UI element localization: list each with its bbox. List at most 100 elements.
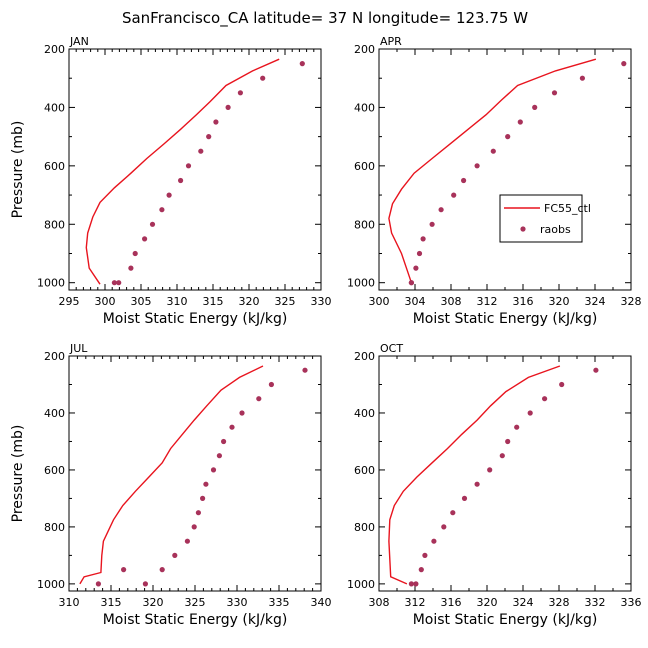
- plot-frame: [378, 48, 632, 291]
- x-tick-label: 335: [269, 596, 290, 609]
- raobs-point: [128, 265, 134, 271]
- y-tick-label: 600: [44, 160, 65, 173]
- x-tick-label: 308: [441, 295, 462, 308]
- x-tick-label: 308: [369, 596, 390, 609]
- raobs-point: [203, 481, 209, 487]
- x-tick-label: 312: [405, 596, 426, 609]
- x-tick-label: 295: [59, 295, 80, 308]
- y-tick-label: 400: [354, 407, 375, 420]
- raobs-point: [418, 567, 424, 573]
- y-tick-label: 200: [44, 350, 65, 363]
- raobs-point: [142, 236, 148, 242]
- raobs-point: [559, 381, 565, 388]
- raobs-point: [200, 495, 206, 501]
- raobs-point: [413, 581, 419, 587]
- x-axis-label: Moist Static Energy (kJ/kg): [103, 311, 288, 327]
- raobs-point: [216, 453, 222, 459]
- x-tick-label: 340: [311, 596, 332, 609]
- raobs-point: [420, 236, 426, 242]
- raobs-point: [185, 163, 192, 169]
- y-tick-label: 1000: [347, 277, 375, 290]
- panel-label: JUL: [69, 342, 88, 355]
- raobs-point: [172, 552, 178, 559]
- panel-apr: 300 304 308 312 316 320 324 328 200 400 600 800 1000…: [347, 35, 642, 327]
- raobs-point: [593, 367, 599, 373]
- model-profile-line: [79, 365, 264, 585]
- legend: FC55_ctl raobs: [499, 194, 591, 243]
- raobs-point: [239, 410, 245, 416]
- x-tick-label: 332: [585, 596, 606, 609]
- raobs-point: [461, 177, 467, 184]
- y-tick-label: 800: [354, 218, 375, 231]
- x-tick-label: 325: [185, 596, 206, 609]
- panels: 295 300 305 310 315 320 325 330 200 400 600 800 1000…: [10, 35, 642, 628]
- raobs-point: [121, 567, 127, 573]
- raobs-point: [416, 250, 423, 257]
- raobs-point: [441, 524, 447, 530]
- y-axis-label: Pressure (mb): [10, 425, 26, 523]
- raobs-point: [111, 280, 117, 286]
- raobs-point: [132, 250, 138, 257]
- x-axis-label: Moist Static Energy (kJ/kg): [413, 612, 598, 628]
- legend-obs-label: raobs: [540, 223, 571, 236]
- raobs-point: [579, 75, 586, 81]
- raobs-point: [198, 148, 204, 154]
- y-tick-label: 400: [44, 101, 65, 114]
- x-tick-label: 328: [549, 596, 570, 609]
- raobs-point: [505, 438, 511, 445]
- raobs-point: [142, 581, 148, 587]
- x-tick-label: 315: [203, 295, 224, 308]
- raobs-point: [451, 192, 457, 198]
- panel-oct: 308 312 316 320 324 328 332 336 200 400 600 800 1000…: [347, 342, 642, 628]
- raobs-point: [505, 134, 511, 140]
- y-tick-label: 600: [44, 464, 65, 477]
- y-tick-label: 1000: [37, 277, 65, 290]
- x-tick-label: 330: [311, 295, 332, 308]
- raobs-point: [302, 367, 308, 373]
- raobs-point: [499, 453, 505, 459]
- x-tick-label: 320: [239, 295, 260, 308]
- raobs-point: [527, 410, 533, 416]
- x-tick-label: 325: [275, 295, 296, 308]
- raobs-point: [517, 119, 523, 125]
- raobs-point: [178, 177, 184, 184]
- legend-model-label: FC55_ctl: [544, 202, 591, 215]
- figure-title: SanFrancisco_CA latitude= 37 N longitude…: [122, 9, 528, 28]
- y-tick-label: 200: [354, 43, 375, 56]
- raobs-point: [551, 90, 558, 96]
- x-axis-label: Moist Static Energy (kJ/kg): [103, 612, 288, 628]
- raobs-point: [221, 438, 227, 445]
- raobs-point: [206, 134, 212, 140]
- panel-label: OCT: [380, 342, 403, 355]
- x-tick-label: 324: [585, 295, 606, 308]
- legend-obs-swatch: [520, 226, 526, 232]
- raobs-point: [159, 567, 165, 573]
- raobs-point: [225, 104, 231, 110]
- x-tick-label: 310: [167, 295, 188, 308]
- raobs-point: [268, 381, 274, 388]
- raobs-point: [413, 265, 419, 271]
- raobs-point: [237, 90, 243, 96]
- panel-jul: 310 315 320 325 330 335 340 200 400 600 800 1000 JUL…: [10, 342, 332, 628]
- x-tick-label: 300: [369, 295, 390, 308]
- y-tick-label: 200: [44, 43, 65, 56]
- raobs-point: [191, 524, 197, 530]
- x-tick-label: 304: [405, 295, 426, 308]
- raobs-point: [408, 280, 414, 286]
- raobs-point: [487, 467, 493, 473]
- x-tick-label: 320: [549, 295, 570, 308]
- raobs-point: [429, 221, 435, 227]
- raobs-point: [438, 207, 444, 213]
- raobs-point: [210, 467, 217, 473]
- y-tick-label: 800: [44, 521, 65, 534]
- x-tick-label: 300: [95, 295, 116, 308]
- raobs-point: [450, 510, 456, 516]
- y-tick-label: 1000: [37, 578, 65, 591]
- raobs-point: [159, 207, 165, 213]
- raobs-point: [621, 61, 627, 67]
- raobs-point: [149, 221, 156, 227]
- legend-box: [499, 194, 583, 243]
- panel-label: APR: [380, 35, 402, 48]
- x-tick-label: 312: [477, 295, 498, 308]
